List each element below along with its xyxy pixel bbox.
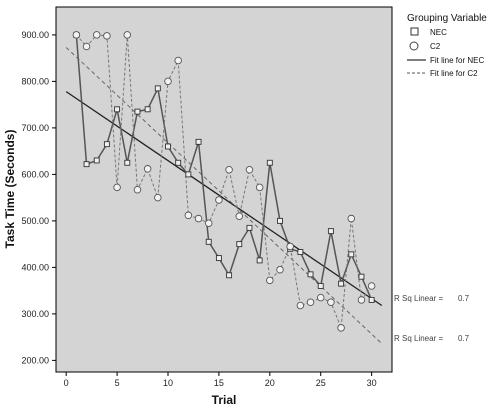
point-nec-3 — [93, 157, 100, 164]
y-tick-label-1: 300.00 — [21, 309, 49, 319]
legend: Grouping Variable NEC C2 Fit line for NE… — [407, 13, 487, 78]
y-tick-label-7: 900.00 — [21, 30, 49, 40]
legend-label-c2: C2 — [430, 42, 441, 51]
rsq-label-c2: R Sq Linear = — [394, 334, 443, 343]
y-tick-label-6: 800.00 — [21, 76, 49, 86]
point-nec-15 — [215, 255, 222, 262]
legend-title: Grouping Variable — [407, 13, 487, 24]
point-nec-12 — [185, 171, 192, 178]
point-c2-23 — [296, 301, 305, 310]
point-nec-21 — [277, 217, 283, 224]
plot-area — [55, 6, 393, 373]
point-nec-29 — [358, 273, 365, 280]
point-c2-18 — [245, 165, 254, 174]
point-c2-6 — [123, 31, 132, 39]
point-c2-30 — [367, 282, 376, 290]
x-tick-label-6: 30 — [367, 378, 377, 388]
point-c2-4 — [103, 32, 111, 40]
x-tick-label-1: 5 — [115, 378, 120, 388]
fit-line-nec — [65, 91, 383, 307]
point-c2-21 — [276, 265, 284, 274]
point-c2-7 — [133, 185, 142, 194]
point-c2-15 — [215, 196, 223, 204]
point-c2-27 — [337, 324, 345, 332]
point-c2-17 — [235, 212, 244, 220]
point-c2-26 — [327, 298, 335, 307]
point-c2-1 — [72, 31, 81, 39]
point-nec-8 — [144, 106, 151, 113]
x-tick-label-0: 0 — [64, 378, 69, 388]
r-squared-c2: R Sq Linear = 0.7 — [394, 334, 470, 343]
y-tick-label-2: 400.00 — [21, 262, 49, 272]
point-c2-28 — [347, 214, 356, 223]
legend-label-fit-c2: Fit line for C2 — [430, 69, 478, 78]
series-line-nec — [75, 34, 373, 301]
point-c2-8 — [143, 165, 152, 173]
point-nec-16 — [226, 272, 233, 279]
point-c2-9 — [154, 193, 162, 202]
axes: 0 5 10 15 20 25 30 200.00 300.00 400.00 500.00 600.… — [21, 30, 376, 388]
point-nec-28 — [348, 251, 355, 258]
point-nec-20 — [266, 159, 273, 166]
point-nec-14 — [205, 238, 212, 245]
point-nec-19 — [256, 257, 263, 264]
legend-label-nec: NEC — [430, 28, 447, 37]
point-nec-2 — [83, 161, 90, 168]
y-axis-title: Task Time (Seconds) — [3, 130, 17, 249]
rsq-value-nec: 0.7 — [458, 294, 470, 303]
markers — [72, 31, 376, 332]
r-squared-nec: R Sq Linear = 0.7 — [394, 294, 470, 303]
point-c2-29 — [357, 296, 366, 304]
y-tick-label-5: 700.00 — [21, 123, 49, 133]
rsq-label-nec: R Sq Linear = — [394, 294, 443, 303]
point-nec-5 — [114, 106, 121, 113]
point-c2-10 — [164, 77, 172, 86]
point-c2-25 — [316, 293, 325, 302]
point-nec-26 — [327, 228, 334, 235]
point-nec-23 — [297, 249, 304, 255]
y-tick-label-0: 200.00 — [21, 355, 49, 365]
point-nec-9 — [154, 85, 161, 92]
legend-label-fit-nec: Fit line for NEC — [430, 56, 484, 65]
x-tick-label-5: 25 — [316, 378, 326, 388]
point-c2-2 — [82, 42, 91, 51]
point-nec-25 — [317, 283, 324, 289]
x-axis-title: Trial — [212, 393, 237, 407]
point-nec-10 — [165, 143, 171, 150]
point-c2-5 — [113, 183, 121, 192]
point-nec-7 — [134, 108, 141, 115]
point-c2-19 — [255, 183, 264, 192]
point-c2-13 — [194, 214, 203, 223]
point-nec-17 — [236, 241, 243, 248]
point-nec-6 — [124, 159, 131, 166]
rsq-value-c2: 0.7 — [458, 334, 470, 343]
point-nec-18 — [246, 224, 253, 231]
point-nec-13 — [195, 138, 202, 145]
legend-c2-circle-icon — [409, 41, 419, 51]
y-tick-label-3: 500.00 — [21, 216, 49, 226]
x-tick-label-3: 15 — [214, 378, 224, 388]
fit-lines — [65, 47, 383, 345]
point-c2-24 — [306, 298, 315, 307]
legend-nec-square-icon — [410, 27, 419, 36]
point-c2-16 — [225, 165, 233, 174]
point-c2-11 — [174, 56, 182, 65]
point-c2-3 — [92, 31, 101, 39]
x-tick-label-4: 20 — [265, 378, 275, 388]
point-nec-4 — [103, 141, 110, 148]
point-c2-14 — [204, 219, 213, 227]
point-nec-27 — [338, 280, 345, 287]
point-nec-30 — [368, 296, 375, 303]
point-c2-12 — [184, 211, 193, 220]
y-tick-label-4: 600.00 — [21, 169, 49, 179]
x-tick-label-2: 10 — [163, 378, 173, 388]
point-c2-22 — [286, 242, 294, 251]
point-nec-11 — [175, 159, 182, 166]
fit-line-c2 — [65, 47, 383, 345]
point-c2-20 — [266, 276, 274, 285]
point-nec-24 — [307, 271, 314, 278]
